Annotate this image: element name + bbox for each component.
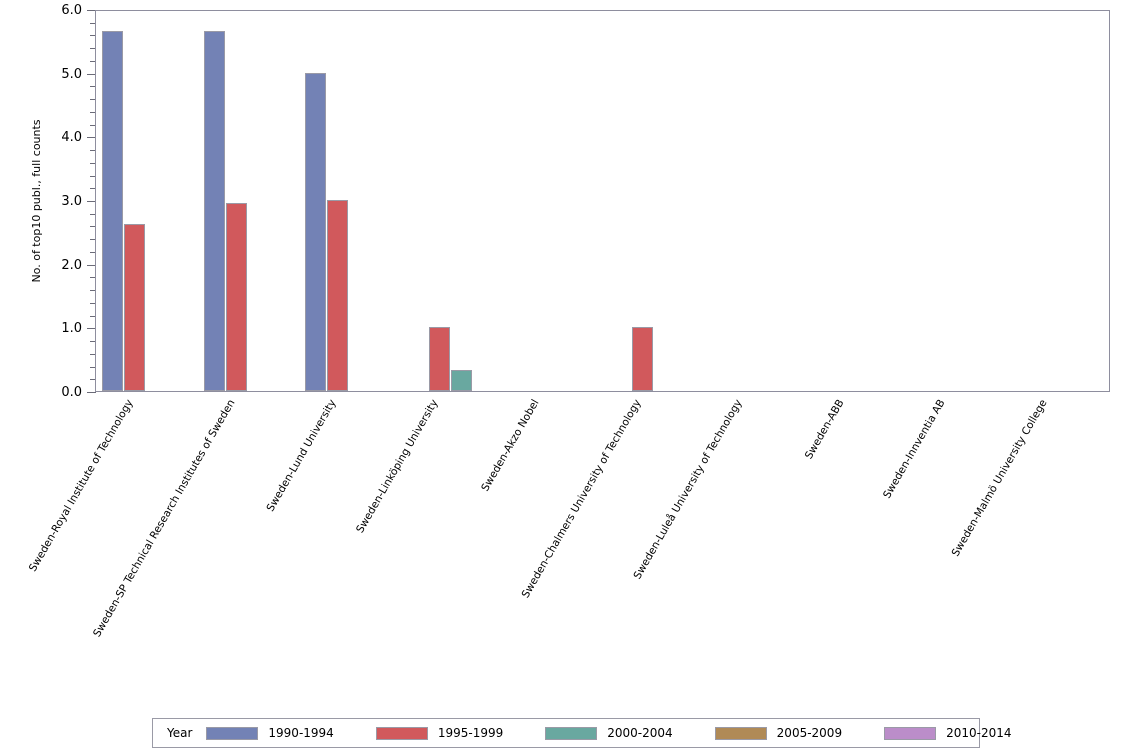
bar xyxy=(225,203,247,391)
x-axis-label: Sweden-Chalmers University of Technology xyxy=(434,397,644,750)
legend-label: 1995-1999 xyxy=(437,726,504,740)
x-axis-label: Sweden-Akzo Nobel xyxy=(332,397,542,750)
y-tick-major xyxy=(87,137,96,139)
legend-item[interactable]: 2010-2014 xyxy=(884,726,1012,740)
x-axis-label-text: Sweden-Innventia AB xyxy=(881,397,948,501)
bar xyxy=(124,224,145,391)
legend-swatch xyxy=(206,726,259,740)
x-axis-label-text: Sweden-Chalmers University of Technology xyxy=(519,397,644,601)
y-tick-major xyxy=(87,264,96,266)
y-tick-minor xyxy=(90,150,96,152)
y-tick-minor xyxy=(90,162,96,164)
bar xyxy=(327,200,348,391)
y-tick-minor xyxy=(90,124,96,126)
y-tick-minor xyxy=(90,35,96,37)
legend-title: Year xyxy=(167,726,193,740)
x-axis-label: Sweden-Linköping University xyxy=(231,397,441,750)
y-tick-minor xyxy=(90,315,96,317)
legend-item[interactable]: 2000-2004 xyxy=(545,726,673,740)
y-tick-minor xyxy=(90,48,96,50)
bar xyxy=(631,327,653,391)
x-axis-label: Sweden-Lund University xyxy=(129,398,339,750)
y-tick-minor xyxy=(90,213,96,215)
y-tick-label: 1.0 xyxy=(61,321,82,337)
y-tick-major xyxy=(87,328,96,330)
y-tick-minor xyxy=(90,366,96,368)
legend-swatch xyxy=(714,726,767,740)
x-axis-label-text: Sweden-Linköping University xyxy=(353,397,441,536)
legend-item[interactable]: 1995-1999 xyxy=(375,726,504,740)
y-tick-minor xyxy=(90,277,96,279)
y-tick-label: 2.0 xyxy=(61,257,82,273)
legend-label: 2010-2014 xyxy=(946,726,1012,740)
y-tick-minor xyxy=(90,353,96,355)
y-tick-major xyxy=(87,392,96,393)
y-tick-minor xyxy=(90,290,96,292)
y-tick-minor xyxy=(90,111,96,113)
bar xyxy=(450,370,472,391)
legend-swatch xyxy=(545,726,598,740)
x-axis-label: Sweden-Innventia AB xyxy=(738,398,948,750)
legend-swatch xyxy=(375,726,428,740)
x-axis-label: Sweden-Malmö University College xyxy=(840,397,1050,750)
legend-label: 1990-1994 xyxy=(268,726,334,740)
y-tick-minor xyxy=(90,22,96,24)
x-axis-label-text: Sweden-Malmö University College xyxy=(949,397,1050,559)
y-tick-minor xyxy=(90,226,96,228)
y-tick-major xyxy=(87,73,96,75)
y-tick-minor xyxy=(90,175,96,177)
bar xyxy=(203,30,225,391)
x-axis-label-text: Sweden-Royal Institute of Technology xyxy=(26,397,136,574)
y-tick-minor xyxy=(90,239,96,241)
legend-swatch xyxy=(884,726,937,740)
y-tick-minor xyxy=(90,341,96,343)
y-tick-major xyxy=(87,10,96,11)
x-axis-label: Sweden-ABB xyxy=(637,397,847,750)
y-tick-minor xyxy=(90,99,96,101)
x-axis-label: Sweden-SP Technical Research Institutes … xyxy=(28,398,237,750)
x-axis-label-text: Sweden-Akzo Nobel xyxy=(479,397,542,494)
y-tick-minor xyxy=(90,379,96,381)
bar xyxy=(102,30,123,391)
chart-legend: Year 1990-1994 1995-1999 2000-2004 2005-200… xyxy=(152,718,1012,748)
legend-label: 2000-2004 xyxy=(607,726,673,740)
y-tick-minor xyxy=(90,188,96,190)
legend-item[interactable]: 2005-2009 xyxy=(714,726,843,740)
legend-label: 2005-2009 xyxy=(776,726,843,740)
y-tick-label: 5.0 xyxy=(61,66,82,82)
plot-area xyxy=(95,10,1110,392)
y-tick-label: 0.0 xyxy=(61,385,82,400)
x-axis-label-text: Sweden-ABB xyxy=(802,397,847,462)
y-tick-label: 3.0 xyxy=(61,194,82,209)
y-tick-minor xyxy=(90,302,96,304)
y-tick-label: 4.0 xyxy=(61,130,82,146)
y-tick-minor xyxy=(90,60,96,62)
bar xyxy=(428,327,450,391)
x-axis-label-text: Sweden-Luleå University of Technology xyxy=(631,397,745,582)
x-axis-label-text: Sweden-Lund University xyxy=(264,397,339,514)
bar xyxy=(305,72,326,391)
y-tick-minor xyxy=(90,86,96,88)
legend-item[interactable]: 1990-1994 xyxy=(206,726,334,740)
x-axis-label: Sweden-Luleå University of Technology xyxy=(535,397,745,750)
legend-entries: 1990-1994 1995-1999 2000-2004 2005-2009 2010… xyxy=(206,726,1012,740)
y-tick-minor xyxy=(90,251,96,253)
y-tick-major xyxy=(87,201,96,202)
y-tick-label: 6.0 xyxy=(61,3,82,18)
